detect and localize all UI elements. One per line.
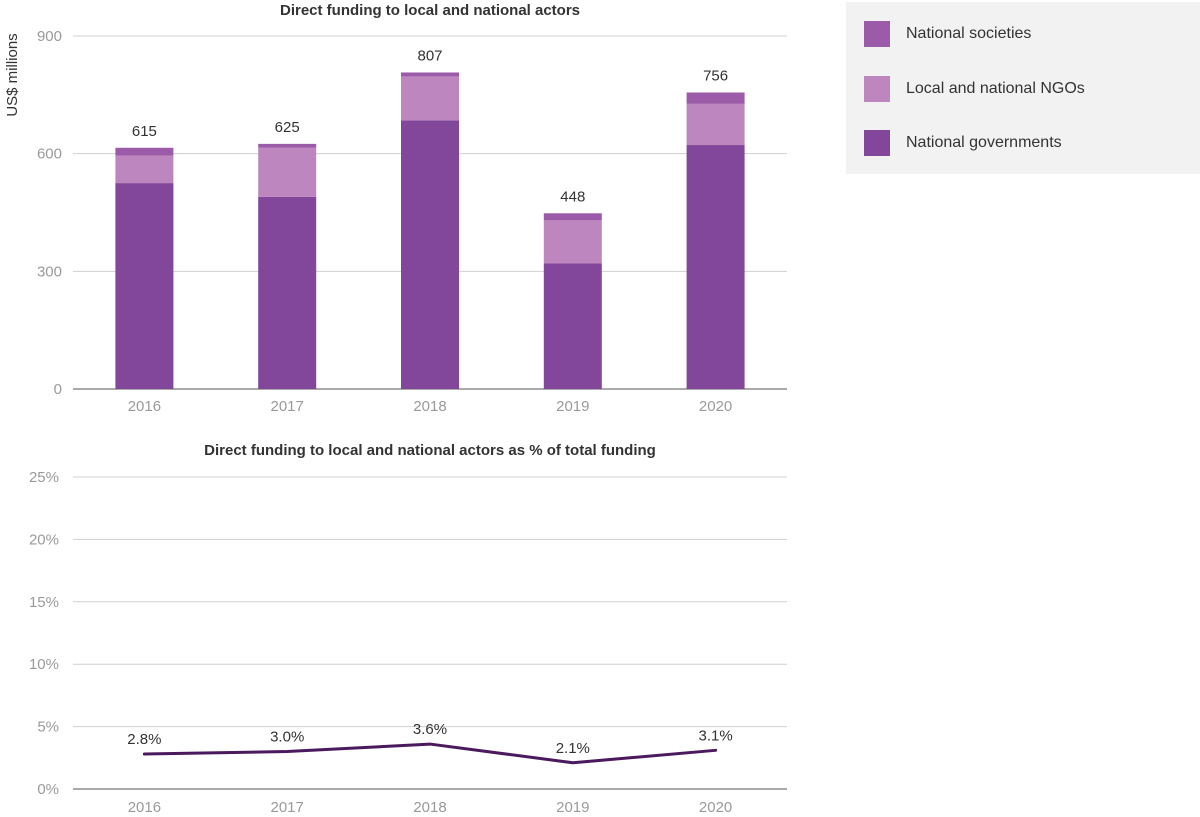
bar-segment	[115, 155, 174, 184]
bar-segment	[258, 196, 317, 389]
line-x-tick-label: 2018	[413, 799, 446, 816]
line-y-tick-label: 20%	[29, 531, 59, 548]
bar-segment	[543, 213, 602, 221]
bar-segment	[115, 183, 174, 389]
bar-x-tick-label: 2019	[556, 398, 589, 415]
bar-segment	[115, 147, 174, 156]
line-data-label: 3.1%	[698, 727, 732, 744]
line-chart-y-ticks: 0% 5% 10% 15% 20% 25%	[29, 469, 59, 798]
line-y-tick-label: 10%	[29, 656, 59, 673]
bar-y-tick-label: 300	[37, 263, 62, 280]
line-data-label: 3.6%	[413, 721, 447, 738]
bar-total-label: 448	[560, 188, 585, 205]
legend-item-national-governments[interactable]: National governments	[864, 129, 1062, 157]
line-data-label: 3.0%	[270, 729, 304, 746]
bar-total-label: 807	[417, 47, 442, 64]
legend-swatch-local-and-national-ngos	[864, 76, 890, 102]
bar-chart-y-ticks: 0 300 600 900	[37, 28, 62, 398]
bar-y-tick-label: 900	[37, 28, 62, 45]
line-x-tick-label: 2017	[271, 799, 304, 816]
line-y-tick-label: 25%	[29, 469, 59, 486]
line-chart-series	[142, 742, 718, 765]
line-series-path	[142, 742, 718, 765]
bar-segment	[543, 263, 602, 389]
line-y-tick-label: 0%	[37, 781, 59, 798]
legend-item-national-societies[interactable]: National societies	[864, 20, 1031, 48]
bar-segment	[258, 147, 317, 197]
line-x-tick-label: 2020	[699, 799, 732, 816]
legend-swatch-national-governments	[864, 130, 890, 156]
bar-chart-y-axis-title: US$ millions	[4, 33, 21, 116]
bar-segment	[258, 143, 317, 148]
line-chart-x-ticks: 2016 2017 2018 2019 2020	[128, 799, 733, 816]
bar-total-label: 625	[275, 119, 300, 136]
legend-swatch-national-societies	[864, 21, 890, 47]
legend-item-local-and-national-ngos[interactable]: Local and national NGOs	[864, 75, 1085, 103]
line-x-tick-label: 2016	[128, 799, 161, 816]
line-x-tick-label: 2019	[556, 799, 589, 816]
legend-label: National governments	[906, 134, 1062, 151]
legend-label: Local and national NGOs	[906, 80, 1085, 97]
bar-segment	[686, 103, 745, 146]
bar-segment	[401, 120, 459, 390]
bar-x-tick-label: 2016	[128, 398, 161, 415]
line-chart-gridlines	[73, 476, 787, 790]
bar-segment	[686, 145, 745, 389]
bar-y-tick-label: 0	[54, 381, 62, 398]
line-chart-title: Direct funding to local and national act…	[204, 442, 656, 459]
line-chart-data-labels: 2.8% 3.0% 3.6% 2.1% 3.1%	[127, 721, 732, 757]
line-y-tick-label: 5%	[37, 719, 59, 736]
bar-chart-bars	[115, 72, 745, 390]
bar-x-tick-label: 2020	[699, 398, 732, 415]
line-data-label: 2.8%	[127, 731, 161, 748]
bar-total-label: 615	[132, 123, 157, 140]
bar-chart-title: Direct funding to local and national act…	[280, 2, 580, 19]
bar-y-tick-label: 600	[37, 146, 62, 163]
bar-chart-total-labels: 615 625 807 448 756	[132, 47, 728, 205]
bar-x-tick-label: 2018	[413, 398, 446, 415]
bar-total-label: 756	[703, 67, 728, 84]
bar-x-tick-label: 2017	[271, 398, 304, 415]
line-data-label: 2.1%	[556, 740, 590, 757]
bar-segment	[401, 76, 459, 121]
bar-segment	[543, 220, 602, 264]
bar-segment	[401, 72, 459, 77]
legend-label: National societies	[906, 25, 1032, 42]
bar-segment	[686, 92, 745, 104]
bar-chart-x-ticks: 2016 2017 2018 2019 2020	[128, 398, 733, 415]
line-y-tick-label: 15%	[29, 594, 59, 611]
legend: National societies Local and national NG…	[846, 2, 1200, 174]
